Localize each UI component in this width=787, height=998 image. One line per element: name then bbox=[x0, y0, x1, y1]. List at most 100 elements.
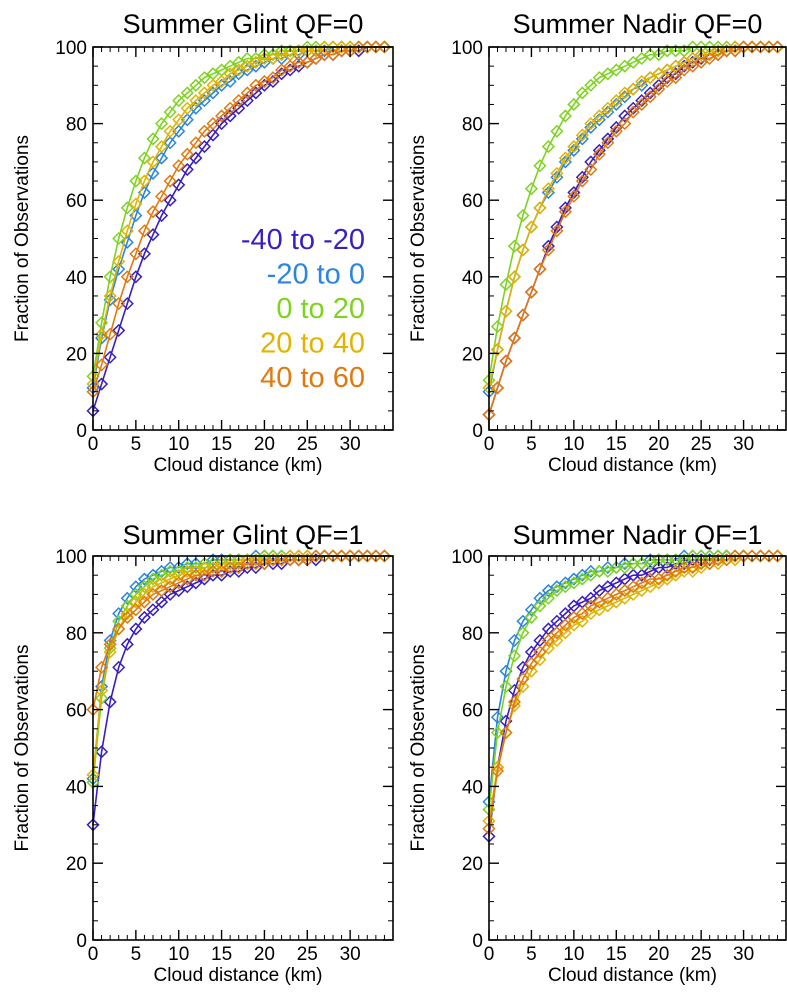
data-point bbox=[541, 182, 555, 196]
data-point bbox=[592, 147, 606, 161]
data-point bbox=[652, 78, 666, 92]
data-point bbox=[626, 55, 640, 69]
data-point bbox=[317, 40, 331, 54]
y-tick-label: 100 bbox=[451, 38, 483, 59]
data-point bbox=[575, 86, 589, 100]
data-point bbox=[146, 132, 160, 146]
y-tick-label: 100 bbox=[55, 547, 87, 568]
data-point bbox=[112, 262, 126, 276]
data-point bbox=[626, 587, 640, 601]
data-point bbox=[129, 595, 143, 609]
y-tick-label: 20 bbox=[462, 854, 483, 875]
x-tick-label: 30 bbox=[733, 434, 754, 455]
data-point bbox=[626, 101, 640, 115]
data-point bbox=[360, 549, 374, 563]
data-point bbox=[129, 174, 143, 188]
x-tick-label: 20 bbox=[254, 434, 275, 455]
data-point bbox=[669, 44, 683, 58]
data-point bbox=[660, 71, 674, 85]
data-point bbox=[309, 44, 323, 58]
data-point bbox=[129, 580, 143, 594]
data-point bbox=[215, 564, 229, 578]
data-point bbox=[677, 55, 691, 69]
data-point bbox=[601, 591, 615, 605]
data-point bbox=[635, 557, 649, 571]
data-point bbox=[137, 610, 151, 625]
data-point bbox=[163, 193, 177, 207]
data-point bbox=[249, 557, 263, 571]
data-point bbox=[609, 94, 623, 108]
data-point bbox=[533, 599, 547, 613]
data-point bbox=[575, 128, 589, 142]
data-point bbox=[643, 553, 657, 567]
series-line bbox=[488, 555, 778, 837]
y-tick-label: 0 bbox=[76, 421, 87, 442]
data-point bbox=[652, 572, 666, 586]
data-point bbox=[745, 549, 759, 563]
data-point bbox=[172, 94, 186, 108]
data-point bbox=[180, 147, 194, 161]
data-point bbox=[197, 560, 211, 575]
data-point bbox=[567, 572, 581, 586]
data-point bbox=[369, 40, 383, 54]
data-point bbox=[95, 377, 109, 391]
data-point bbox=[103, 289, 117, 303]
data-point bbox=[507, 649, 522, 663]
data-point bbox=[669, 71, 683, 85]
x-tick-label: 5 bbox=[526, 944, 537, 965]
data-point bbox=[660, 568, 674, 582]
data-point bbox=[770, 40, 785, 54]
chart-panel-1: Summer Glint QF=0 0 5 10 15 20 25 30 0 20 40 60 80 10… bbox=[12, 9, 394, 476]
x-tick-label: 10 bbox=[563, 944, 584, 965]
data-point bbox=[490, 764, 505, 778]
data-point bbox=[609, 587, 623, 601]
data-point bbox=[541, 633, 555, 648]
data-point bbox=[516, 672, 530, 686]
data-point bbox=[335, 40, 349, 54]
data-point bbox=[309, 51, 323, 66]
data-point bbox=[711, 553, 725, 567]
x-tick-label: 10 bbox=[563, 434, 584, 455]
data-point bbox=[711, 549, 725, 563]
data-point bbox=[189, 576, 203, 590]
data-point bbox=[490, 320, 505, 334]
data-point bbox=[240, 51, 254, 66]
data-point bbox=[618, 59, 632, 73]
legend-entry: -20 to 0 bbox=[267, 259, 365, 291]
data-point bbox=[686, 51, 700, 66]
y-tick-label: 60 bbox=[462, 191, 483, 212]
data-point bbox=[584, 162, 598, 177]
data-point bbox=[223, 560, 237, 575]
data-point bbox=[720, 549, 734, 563]
series-line bbox=[488, 46, 778, 389]
data-point bbox=[129, 270, 143, 284]
series-line bbox=[488, 555, 778, 829]
data-point bbox=[575, 614, 589, 628]
data-point bbox=[129, 197, 143, 211]
data-point bbox=[232, 560, 246, 575]
data-point bbox=[669, 67, 683, 81]
y-tick-label: 60 bbox=[462, 701, 483, 722]
x-tick-label: 5 bbox=[526, 434, 537, 455]
data-point bbox=[163, 105, 177, 119]
data-point bbox=[533, 262, 547, 276]
data-point bbox=[146, 205, 160, 219]
data-point bbox=[232, 557, 246, 571]
data-point bbox=[275, 63, 289, 77]
y-tick-label: 60 bbox=[66, 191, 87, 212]
data-point bbox=[643, 48, 657, 62]
data-point bbox=[490, 343, 505, 357]
data-point bbox=[575, 568, 589, 582]
data-point bbox=[516, 626, 530, 640]
data-point bbox=[643, 580, 657, 594]
data-point bbox=[103, 695, 117, 709]
x-tick-label: 10 bbox=[168, 434, 189, 455]
data-point bbox=[711, 40, 725, 54]
series-line bbox=[488, 46, 778, 392]
data-point bbox=[711, 48, 725, 62]
data-point bbox=[550, 583, 564, 598]
data-point bbox=[120, 591, 134, 605]
data-point bbox=[686, 560, 700, 575]
x-tick-label: 0 bbox=[484, 944, 495, 965]
